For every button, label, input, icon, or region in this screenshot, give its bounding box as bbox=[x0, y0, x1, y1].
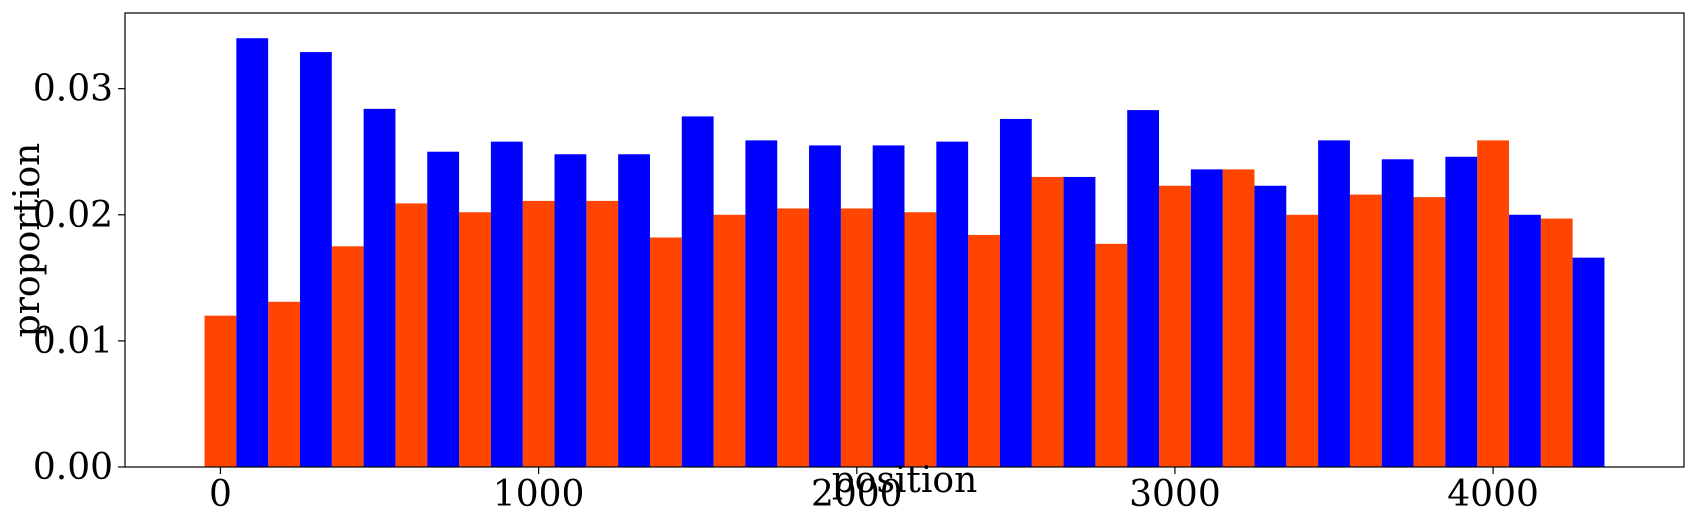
y-axis-title: proportion bbox=[7, 143, 48, 338]
bar-series-1-6 bbox=[586, 200, 619, 467]
bar-series-1-15 bbox=[1159, 185, 1191, 467]
bar-series-1-21 bbox=[1540, 218, 1573, 467]
bar-series-1-20 bbox=[1477, 140, 1510, 467]
x-tick-label: 1000 bbox=[493, 474, 585, 507]
bar-series-1-1 bbox=[268, 301, 300, 467]
bar-series-2-0 bbox=[236, 38, 269, 467]
bar-series-2-3 bbox=[427, 151, 460, 467]
bar-series-1-16 bbox=[1222, 169, 1255, 467]
y-tick-label: 0.03 bbox=[33, 69, 113, 110]
bar-series-1-4 bbox=[459, 212, 491, 467]
bar-series-1-12 bbox=[968, 234, 1000, 467]
bars-group bbox=[204, 38, 1605, 468]
bar-series-1-13 bbox=[1031, 176, 1064, 467]
bar-series-2-20 bbox=[1509, 214, 1541, 467]
bar-series-1-8 bbox=[713, 214, 746, 467]
x-axis-title: position bbox=[832, 460, 978, 501]
bar-series-1-9 bbox=[777, 208, 810, 467]
bar-series-2-14 bbox=[1127, 110, 1160, 467]
plot-frame bbox=[124, 12, 1685, 468]
bar-series-2-18 bbox=[1381, 159, 1414, 468]
bar-series-2-1 bbox=[299, 52, 332, 467]
y-axis-ticks: 0.00 0.01 0.02 0.03 bbox=[33, 69, 125, 488]
bar-series-2-19 bbox=[1445, 156, 1478, 467]
bar-series-2-4 bbox=[490, 141, 523, 467]
bar-series-2-6 bbox=[618, 154, 650, 467]
bar-series-2-10 bbox=[872, 145, 905, 467]
x-tick-label: 2000 bbox=[811, 474, 903, 507]
bar-series-1-0 bbox=[204, 315, 237, 467]
y-tick-label: 0.02 bbox=[33, 195, 113, 236]
bar-series-2-8 bbox=[745, 140, 778, 467]
bar-series-1-14 bbox=[1095, 243, 1128, 467]
bar-series-2-7 bbox=[681, 116, 714, 468]
x-tick-label: 4000 bbox=[1447, 474, 1539, 507]
bar-series-1-17 bbox=[1286, 214, 1319, 467]
x-tick-label: 3000 bbox=[1129, 474, 1221, 507]
y-tick-label: 0.01 bbox=[33, 321, 113, 362]
y-tick-label: 0.00 bbox=[33, 447, 113, 488]
bar-series-1-19 bbox=[1413, 197, 1446, 467]
x-axis-ticks: 0 1000 2000 3000 4000 bbox=[209, 467, 1539, 507]
x-tick-label: 0 bbox=[209, 474, 232, 507]
bar-series-2-21 bbox=[1572, 257, 1605, 467]
bar-series-1-3 bbox=[395, 203, 428, 467]
bar-series-1-2 bbox=[331, 246, 364, 467]
bar-series-2-2 bbox=[363, 108, 396, 467]
bar-series-1-7 bbox=[649, 237, 682, 467]
bar-series-2-15 bbox=[1190, 169, 1223, 467]
bar-series-2-5 bbox=[554, 154, 587, 467]
bar-series-2-9 bbox=[809, 145, 841, 467]
bar-series-1-10 bbox=[840, 208, 873, 467]
bar-series-2-16 bbox=[1254, 185, 1287, 467]
bar-series-1-11 bbox=[904, 212, 937, 467]
bar-series-2-11 bbox=[936, 141, 969, 467]
bar-series-1-18 bbox=[1349, 194, 1382, 467]
bar-series-1-5 bbox=[522, 200, 555, 467]
bar-series-2-12 bbox=[999, 118, 1032, 467]
bar-series-2-13 bbox=[1063, 176, 1096, 467]
bar-series-2-17 bbox=[1318, 140, 1350, 467]
